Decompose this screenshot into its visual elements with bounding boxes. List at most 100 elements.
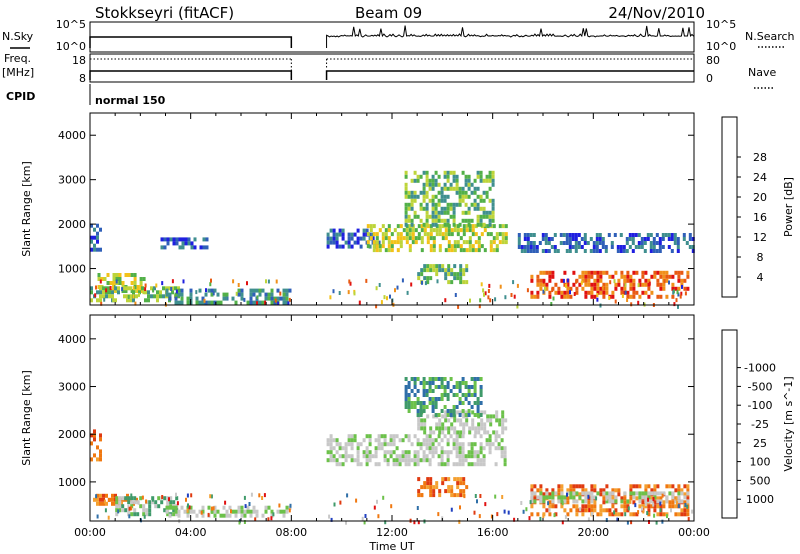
velocity-colorbar-tick-label: 1000: [746, 493, 774, 506]
power-echo-cell: [452, 174, 456, 179]
velocity-echo-cell: [545, 495, 549, 500]
velocity-echo-cell: [449, 450, 453, 455]
velocity-echo-cell: [148, 512, 152, 517]
velocity-echo-cell: [417, 493, 421, 498]
power-echo-cell: [652, 249, 656, 253]
power-echo-cell: [163, 237, 167, 242]
velocity-echo-cell: [458, 401, 462, 405]
power-echo-cell: [619, 245, 623, 249]
velocity-echo-cell: [533, 499, 537, 504]
power-echo-cell: [456, 224, 460, 229]
power-echo-cell: [147, 298, 150, 303]
power-echo-cell: [407, 202, 411, 207]
power-echo-cell: [171, 290, 174, 295]
velocity-echo-cell: [467, 385, 471, 389]
velocity-echo-cell: [652, 497, 655, 501]
velocity-echo-cell: [641, 500, 645, 505]
velocity-echo-cell: [175, 496, 179, 501]
velocity-echo-cell: [617, 512, 621, 517]
power-echo-cell: [443, 186, 447, 191]
velocity-echo-cell: [413, 462, 417, 467]
velocity-echo-cell: [443, 405, 447, 409]
velocity-echo-cell: [438, 430, 442, 435]
velocity-echo-cell: [425, 393, 429, 397]
velocity-echo-cell: [459, 422, 463, 427]
velocity-echo-cell: [635, 496, 639, 501]
velocity-echo-cell: [530, 484, 534, 489]
velocity-echo-cell: [572, 488, 576, 493]
power-echo-cell: [453, 240, 457, 245]
power-echo-cell: [461, 170, 465, 175]
velocity-echo-cell: [422, 377, 426, 381]
power-echo-cell: [565, 283, 567, 288]
velocity-echo-cell: [501, 430, 505, 435]
power-echo-cell: [437, 218, 441, 223]
nsearch-tick-top: 10^5: [706, 18, 736, 31]
velocity-echo-cell: [590, 488, 594, 493]
velocity-echo-cell: [476, 377, 480, 381]
power-echo-cell: [638, 278, 642, 283]
power-echo-cell: [341, 236, 345, 241]
power-echo-cell: [658, 249, 662, 253]
velocity-echo-cell: [383, 434, 387, 439]
velocity-echo-cell: [554, 512, 558, 517]
power-echo-cell: [455, 182, 459, 187]
velocity-echo-cell: [522, 509, 525, 514]
power-echo-cell: [180, 288, 184, 293]
velocity-echo-cell: [338, 454, 342, 459]
velocity-echo-cell: [533, 491, 537, 496]
power-echo-cell: [166, 237, 170, 242]
power-echo-cell: [437, 202, 441, 207]
power-echo-cell: [619, 233, 623, 237]
velocity-echo-cell: [503, 462, 507, 467]
power-echo-cell: [637, 245, 641, 249]
velocity-echo-cell: [417, 520, 420, 525]
power-echo-cell: [456, 228, 460, 233]
power-echo-cell: [602, 270, 606, 275]
power-echo-cell: [601, 245, 605, 249]
power-echo-cell: [584, 290, 588, 295]
velocity-echo-cell: [449, 377, 453, 381]
velocity-echo-cell: [644, 504, 648, 509]
power-echo-cell: [637, 241, 641, 245]
velocity-echo-cell: [213, 505, 217, 510]
power-echo-cell: [431, 214, 435, 219]
power-echo-cell: [676, 249, 680, 253]
velocity-echo-cell: [426, 481, 430, 486]
velocity-echo-cell: [401, 450, 405, 455]
power-echo-cell: [396, 285, 399, 290]
power-echo-cell: [504, 236, 508, 241]
velocity-echo-cell: [428, 438, 432, 443]
velocity-echo-cell: [376, 499, 378, 504]
velocity-echo-cell: [617, 492, 621, 497]
velocity-echo-cell: [163, 508, 167, 513]
power-echo-cell: [420, 272, 424, 277]
power-echo-cell: [126, 298, 129, 303]
power-echo-cell: [381, 236, 385, 241]
power-echo-cell: [404, 186, 408, 191]
velocity-echo-cell: [500, 450, 504, 455]
power-echo-cell: [106, 273, 110, 277]
power-echo-cell: [577, 245, 581, 249]
power-echo-cell: [144, 298, 147, 303]
power-echo-cell: [580, 245, 584, 249]
power-echo-cell: [489, 240, 493, 245]
velocity-echo-cell: [646, 511, 649, 515]
velocity-echo-cell: [440, 393, 444, 397]
power-echo-cell: [453, 264, 457, 269]
velocity-echo-cell: [569, 488, 573, 493]
velocity-echo-cell: [111, 501, 114, 506]
velocity-echo-cell: [401, 438, 405, 443]
power-echo-cell: [287, 301, 290, 306]
power-echo-cell: [446, 222, 450, 227]
power-echo-cell: [622, 249, 626, 253]
power-echo-cell: [372, 232, 376, 237]
velocity-echo-cell: [596, 491, 600, 496]
power-echo-cell: [338, 291, 341, 295]
power-echo-cell: [563, 270, 567, 275]
velocity-echo-cell: [364, 514, 367, 518]
power-echo-cell: [581, 274, 585, 279]
velocity-echo-cell: [440, 397, 444, 401]
velocity-echo-cell: [449, 409, 453, 413]
velocity-echo-cell: [99, 453, 102, 458]
